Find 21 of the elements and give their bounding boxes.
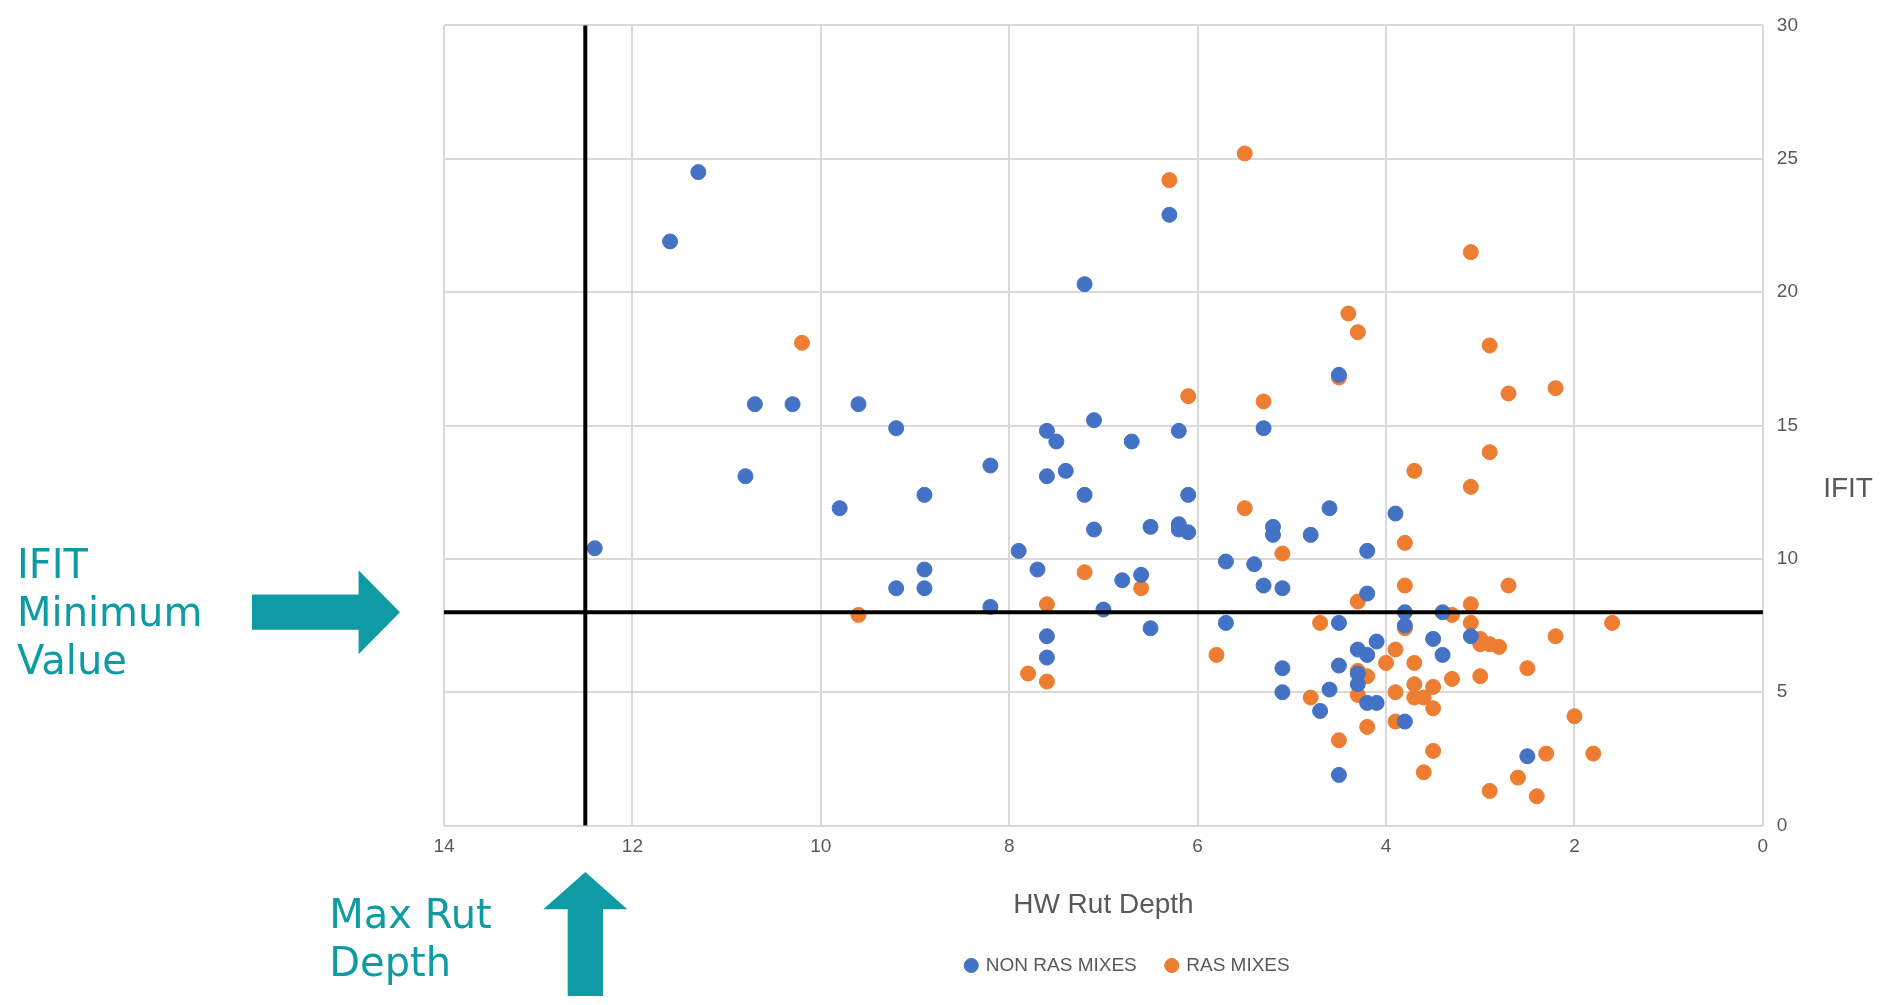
- x-tick-label: 10: [810, 835, 832, 857]
- x-axis-title: HW Rut Depth: [1013, 887, 1194, 919]
- y-tick-label: 15: [1776, 413, 1799, 435]
- text: IFIT Minimum Value: [17, 540, 204, 685]
- x-tick-label: 12: [621, 835, 643, 857]
- y-tick-label: 5: [1776, 680, 1788, 702]
- x-tick-label: 6: [1192, 835, 1203, 857]
- y-tick-label: 30: [1776, 13, 1799, 35]
- legend-label: RAS MIXES: [1186, 953, 1290, 975]
- x-tick-label: 8: [1003, 835, 1015, 857]
- legend-label: NON RAS MIXES: [985, 953, 1137, 975]
- text: Max Rut Depth: [329, 890, 493, 986]
- y-tick-label: 0: [1776, 813, 1788, 835]
- y-axis-title: IFIT: [1823, 472, 1873, 504]
- x-tick-label: 4: [1380, 835, 1392, 857]
- y-tick-label: 25: [1776, 147, 1799, 168]
- y-tick-label: 10: [1776, 547, 1799, 569]
- y-tick-label: 20: [1776, 280, 1799, 302]
- x-tick-label: 0: [1757, 835, 1769, 857]
- x-tick-label: 2: [1569, 835, 1580, 857]
- x-tick-label: 14: [433, 835, 455, 857]
